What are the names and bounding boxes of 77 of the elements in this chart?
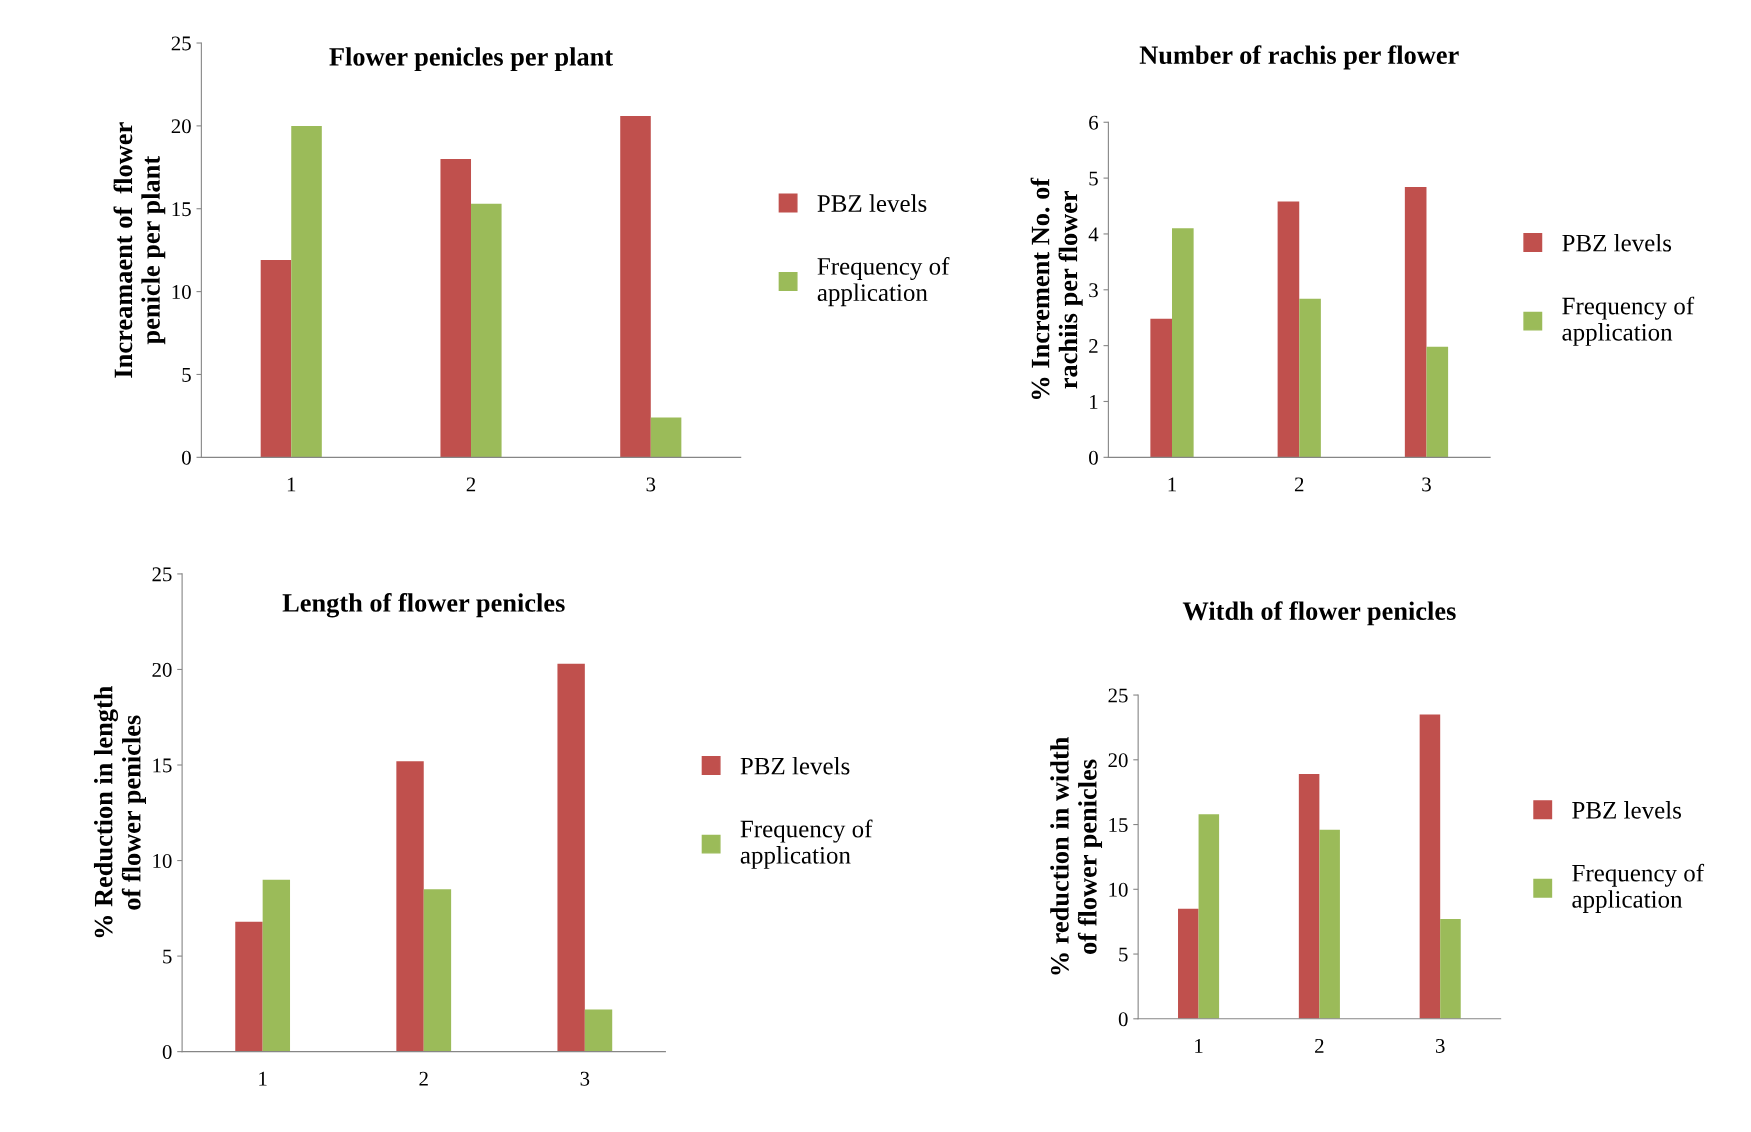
- y-tick-label: 1: [1090, 394, 1098, 409]
- bar: [1198, 814, 1220, 1019]
- x-tick-label: 1: [1168, 477, 1176, 492]
- x-tick-label: 1: [1195, 1038, 1203, 1053]
- bar: [291, 125, 322, 458]
- y-tick-label: 20: [1108, 753, 1128, 768]
- x-tick-label: 1: [259, 1071, 267, 1086]
- legend-label: PBZ levels: [740, 756, 850, 775]
- bar: [1419, 714, 1441, 1019]
- x-tick-label: 2: [1315, 1038, 1324, 1053]
- x-tick-label: 2: [1294, 477, 1304, 492]
- y-axis-title: % Increment No. of rachiis per flower: [1030, 177, 1083, 399]
- x-tick-label: 3: [646, 477, 656, 492]
- bar: [1440, 919, 1461, 1019]
- bar: [262, 879, 291, 1052]
- y-tick-label: 10: [153, 853, 172, 868]
- bar: [235, 921, 263, 1052]
- y-axis-title: % Reduction in length of flower penicles: [93, 685, 146, 938]
- bar: [1404, 187, 1427, 458]
- text: Length of flower penicles: [282, 593, 565, 618]
- bar: [1178, 908, 1199, 1019]
- x-tick-label: 1: [287, 477, 296, 492]
- y-tick-label: 25: [152, 567, 172, 582]
- bar: [471, 203, 502, 458]
- bar: [396, 761, 424, 1052]
- legend-label: PBZ levels: [1572, 801, 1681, 819]
- bar: [1298, 774, 1320, 1019]
- x-tick-label: 2: [419, 1071, 428, 1086]
- legend-label: Frequency of application: [740, 819, 873, 869]
- y-tick-label: 10: [172, 284, 191, 300]
- bar: [584, 1009, 613, 1052]
- y-tick-label: 10: [1109, 882, 1128, 897]
- y-tick-label: 5: [182, 368, 191, 382]
- y-tick-label: 0: [182, 450, 191, 465]
- y-tick-label: 0: [1089, 450, 1098, 465]
- y-tick-label: 0: [1118, 1012, 1128, 1027]
- y-tick-label: 5: [1119, 947, 1128, 962]
- bar: [1319, 829, 1340, 1019]
- bar: [1426, 346, 1449, 458]
- y-tick-label: 5: [163, 949, 172, 964]
- y-tick-label: 25: [171, 36, 191, 51]
- legend-label: PBZ levels: [817, 194, 927, 212]
- bar: [650, 417, 682, 458]
- y-tick-label: 2: [1089, 339, 1098, 353]
- y-tick-label: 0: [162, 1045, 172, 1060]
- x-tick-label: 3: [580, 1071, 590, 1086]
- legend-label: PBZ levels: [1562, 233, 1672, 252]
- bar: [1172, 228, 1194, 458]
- chart-title: Number of rachis per flower: [1139, 45, 1459, 70]
- bar: [260, 260, 292, 458]
- y-tick-label: 15: [172, 202, 191, 217]
- bar: [620, 115, 651, 458]
- bar: [1150, 318, 1172, 458]
- bar: [440, 159, 472, 458]
- y-tick-label: 3: [1089, 283, 1098, 298]
- x-tick-label: 3: [1435, 1038, 1445, 1053]
- legend-label: Frequency of application: [1572, 863, 1705, 913]
- bar: [1277, 201, 1300, 458]
- y-tick-label: 15: [1109, 818, 1128, 832]
- y-axis-title: % reduction in width of flower penicles: [1050, 736, 1103, 975]
- y-tick-label: 25: [1108, 688, 1128, 703]
- chart-title: Flower penicles per plant: [329, 47, 613, 72]
- y-tick-label: 15: [153, 758, 172, 773]
- y-tick-label: 5: [1089, 171, 1098, 186]
- y-tick-label: 4: [1088, 227, 1099, 242]
- bar: [1299, 298, 1321, 458]
- bar: [557, 663, 585, 1052]
- y-axis-title: Increamaent of flower penicle per plant: [113, 122, 166, 378]
- y-tick-label: 20: [152, 662, 172, 677]
- x-tick-label: 2: [466, 477, 476, 492]
- bar: [423, 889, 452, 1052]
- legend-label: Frequency of application: [817, 257, 950, 307]
- x-tick-label: 3: [1422, 477, 1431, 492]
- y-tick-label: 6: [1089, 115, 1099, 130]
- chart-title: Witdh of flower penicles: [1182, 601, 1456, 626]
- y-tick-label: 20: [171, 119, 191, 134]
- legend-label: Frequency of application: [1562, 296, 1695, 346]
